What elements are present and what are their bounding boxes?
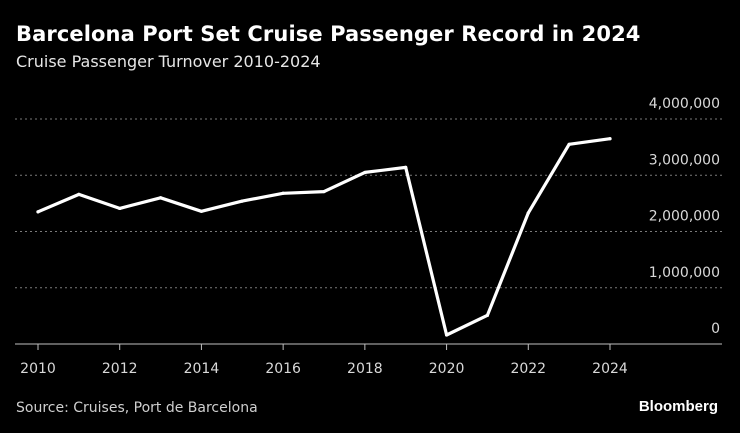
chart-title: Barcelona Port Set Cruise Passenger Reco…: [16, 22, 641, 46]
data-point-2015: [240, 199, 244, 203]
series-line-passengers: [36, 137, 612, 337]
x-tick-label-2022: 2022: [510, 361, 546, 377]
data-point-2011: [77, 192, 81, 196]
x-tick-label-2014: 2014: [184, 361, 220, 377]
source-note: Source: Cruises, Port de Barcelona: [16, 400, 258, 416]
y-axis-tick-labels: 0 1,000,000 2,000,000 3,000,000 4,000,000: [649, 96, 720, 337]
data-point-2014: [199, 209, 204, 213]
x-tick-label-2020: 2020: [429, 361, 465, 377]
data-point-2024: [608, 137, 612, 141]
y-tick-label-0: 0: [711, 321, 720, 337]
data-point-2021: [485, 313, 490, 317]
data-point-2023: [567, 142, 571, 146]
x-tick-label-2012: 2012: [102, 361, 138, 377]
bloomberg-logo: Bloomberg: [638, 398, 718, 415]
data-point-2012: [118, 206, 122, 211]
x-tick-label-2016: 2016: [265, 361, 301, 377]
chart-subtitle: Cruise Passenger Turnover 2010-2024: [16, 52, 321, 71]
data-point-2016: [281, 191, 285, 195]
data-point-2022: [526, 211, 530, 215]
data-point-2017: [322, 189, 326, 194]
x-axis-tick-labels: 2010 2012 2014 2016 2018 2020 2022 2024: [20, 361, 628, 377]
y-tick-label-2000000: 2,000,000: [649, 209, 720, 225]
data-point-2019: [404, 165, 408, 169]
series-layer: [36, 137, 612, 337]
x-tick-label-2010: 2010: [20, 361, 56, 377]
data-point-2018: [363, 170, 367, 175]
x-axis: [15, 343, 722, 350]
y-tick-label-3000000: 3,000,000: [649, 152, 720, 168]
data-point-2013: [158, 196, 163, 200]
gridlines: [15, 118, 722, 289]
data-point-2020: [444, 333, 449, 337]
y-tick-label-1000000: 1,000,000: [649, 265, 720, 281]
data-point-2010: [36, 210, 40, 214]
y-tick-label-4000000: 4,000,000: [649, 96, 720, 112]
x-tick-label-2024: 2024: [592, 361, 628, 377]
x-tick-label-2018: 2018: [347, 361, 383, 377]
